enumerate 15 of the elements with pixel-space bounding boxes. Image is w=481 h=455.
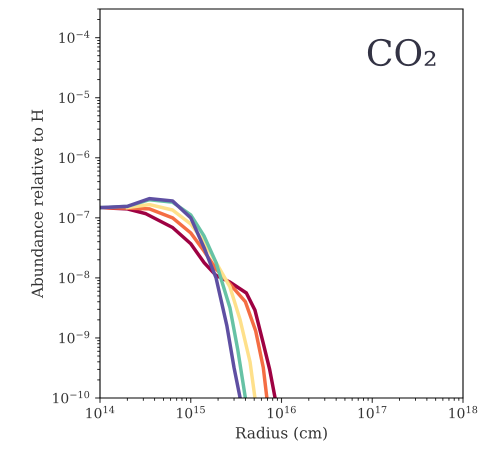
x-tick-label: 10$^{18}$ [449, 406, 478, 418]
y-tick-label: 10$^{−10}$ [53, 390, 90, 404]
x-tick-label: 10$^{16}$ [268, 406, 296, 418]
x-tick-label: 10$^{17}$ [358, 406, 386, 418]
y-tick-label: 10$^{−8}$ [59, 270, 90, 284]
y-tick-label: 10$^{−6}$ [59, 150, 90, 164]
y-tick-label: 10$^{−4}$ [59, 30, 90, 44]
x-tick-label: 10$^{15}$ [177, 406, 205, 418]
annotation: CO₂ [368, 38, 436, 66]
x-axis-title: Radius (cm) [236, 426, 327, 441]
x-tick-label: 10$^{14}$ [86, 406, 114, 418]
y-tick-label: 10$^{−7}$ [59, 210, 90, 224]
y-tick-label: 10$^{−5}$ [59, 90, 90, 104]
y-axis-title: Abundance relative to H [31, 110, 44, 298]
y-tick-label: 10$^{−9}$ [59, 330, 90, 344]
